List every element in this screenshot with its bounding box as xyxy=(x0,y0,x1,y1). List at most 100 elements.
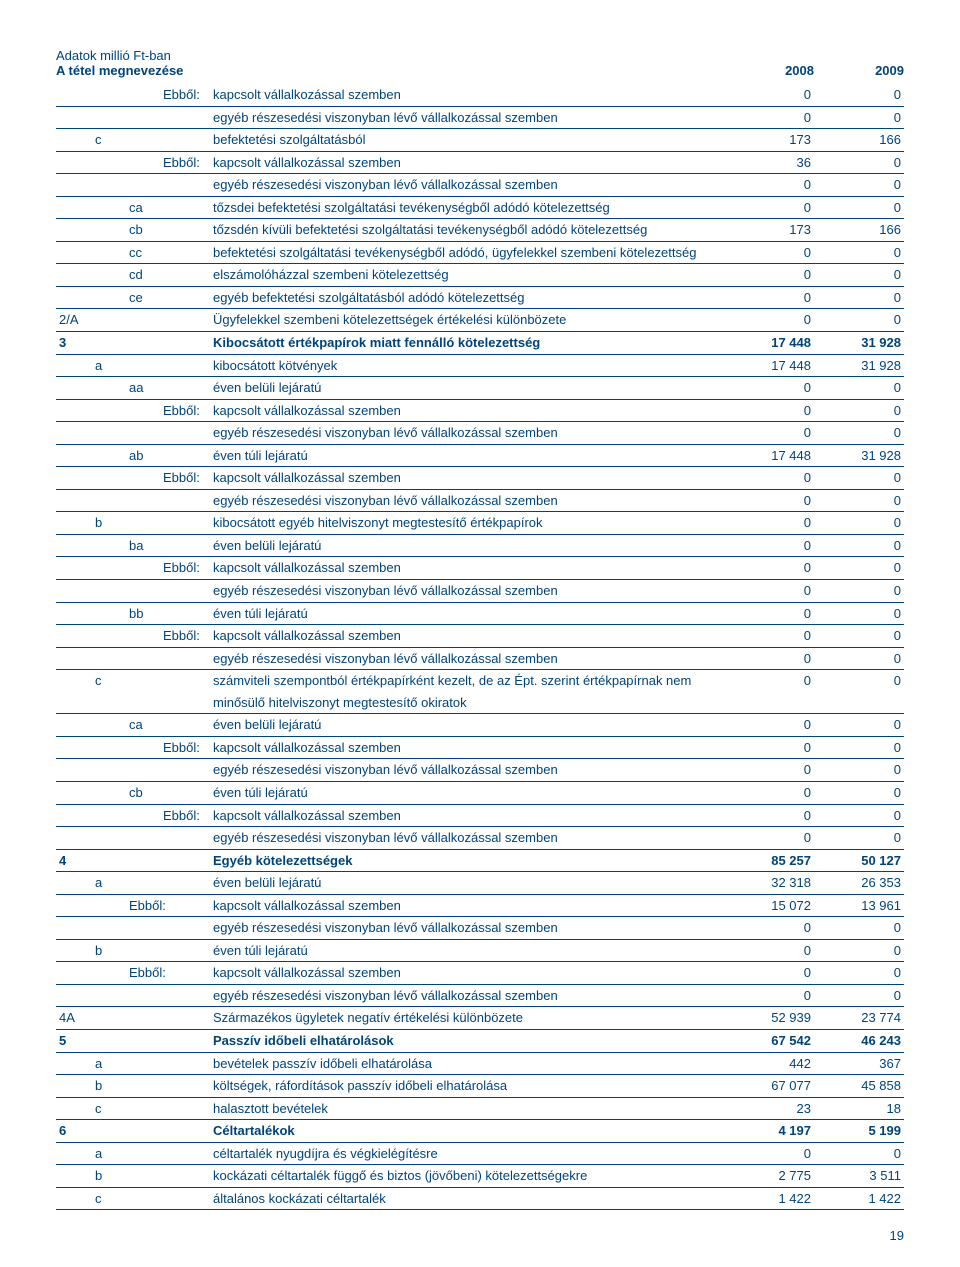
col-code-3 xyxy=(126,489,160,512)
col-code-3 xyxy=(126,827,160,850)
col-value-2009: 0 xyxy=(814,557,904,580)
table-row: egyéb részesedési viszonyban lévő vállal… xyxy=(56,984,904,1007)
col-code-1 xyxy=(56,286,92,309)
col-code-2: b xyxy=(92,1075,126,1098)
col-code-1: 3 xyxy=(56,332,92,355)
col-description: Egyéb kötelezettségek xyxy=(210,849,724,872)
col-code-1 xyxy=(56,174,92,197)
col-value-2009: 367 xyxy=(814,1052,904,1075)
col-code-1 xyxy=(56,827,92,850)
col-value-2008: 4 197 xyxy=(724,1120,814,1143)
col-value-2009 xyxy=(814,692,904,714)
col-value-2009: 0 xyxy=(814,670,904,692)
table-row: Ebből:kapcsolt vállalkozással szemben00 xyxy=(56,962,904,985)
col-code-1 xyxy=(56,962,92,985)
table-row: cbéven túli lejáratú00 xyxy=(56,781,904,804)
col-code-4 xyxy=(160,827,210,850)
col-description: befektetési szolgáltatási tevékenységből… xyxy=(210,241,724,264)
table-row: Ebből:kapcsolt vállalkozással szemben00 xyxy=(56,557,904,580)
col-code-4 xyxy=(160,422,210,445)
col-code-3 xyxy=(126,1075,160,1098)
col-code-4 xyxy=(160,1052,210,1075)
col-description: egyéb részesedési viszonyban lévő vállal… xyxy=(210,422,724,445)
col-code-3: ca xyxy=(126,196,160,219)
col-code-1 xyxy=(56,84,92,106)
header-year-2: 2009 xyxy=(814,63,904,78)
col-code-4 xyxy=(160,1075,210,1098)
col-code-4 xyxy=(160,309,210,332)
col-description: kapcsolt vállalkozással szemben xyxy=(210,557,724,580)
col-code-4 xyxy=(160,264,210,287)
col-code-3 xyxy=(126,580,160,603)
col-code-4: Ebből: xyxy=(160,151,210,174)
col-value-2008: 0 xyxy=(724,647,814,670)
table-row: 5Passzív időbeli elhatárolások67 54246 2… xyxy=(56,1029,904,1052)
col-value-2009: 166 xyxy=(814,219,904,242)
col-code-3 xyxy=(126,692,160,714)
col-code-2 xyxy=(92,219,126,242)
col-code-2: b xyxy=(92,1165,126,1188)
col-description: éven belüli lejáratú xyxy=(210,377,724,400)
header-subtitle: Adatok millió Ft-ban xyxy=(56,48,904,63)
col-value-2009: 0 xyxy=(814,512,904,535)
col-description: éven belüli lejáratú xyxy=(210,534,724,557)
col-code-2 xyxy=(92,241,126,264)
col-code-2: c xyxy=(92,670,126,692)
col-description: kapcsolt vállalkozással szemben xyxy=(210,804,724,827)
col-value-2008: 442 xyxy=(724,1052,814,1075)
col-code-2 xyxy=(92,264,126,287)
col-code-3: cb xyxy=(126,781,160,804)
col-code-4 xyxy=(160,781,210,804)
col-code-4 xyxy=(160,692,210,714)
col-code-1 xyxy=(56,219,92,242)
col-description: Kibocsátott értékpapírok miatt fennálló … xyxy=(210,332,724,355)
col-description: kapcsolt vállalkozással szemben xyxy=(210,736,724,759)
table-row: egyéb részesedési viszonyban lévő vállal… xyxy=(56,759,904,782)
col-code-3: Ebből: xyxy=(126,894,210,917)
table-row: aaéven belüli lejáratú00 xyxy=(56,377,904,400)
col-value-2009: 0 xyxy=(814,602,904,625)
col-code-4 xyxy=(160,377,210,400)
col-value-2009: 0 xyxy=(814,534,904,557)
col-value-2008: 0 xyxy=(724,759,814,782)
col-code-1 xyxy=(56,151,92,174)
col-code-4 xyxy=(160,129,210,152)
col-code-3: ca xyxy=(126,714,160,737)
col-value-2009: 31 928 xyxy=(814,332,904,355)
col-value-2009: 31 928 xyxy=(814,354,904,377)
col-value-2008: 0 xyxy=(724,670,814,692)
col-code-1 xyxy=(56,106,92,129)
col-code-4 xyxy=(160,1120,210,1143)
col-code-2 xyxy=(92,106,126,129)
col-value-2008: 36 xyxy=(724,151,814,174)
col-code-3 xyxy=(126,804,160,827)
col-value-2008: 17 448 xyxy=(724,444,814,467)
col-value-2009: 0 xyxy=(814,84,904,106)
col-code-1 xyxy=(56,354,92,377)
col-description: kockázati céltartalék függő és biztos (j… xyxy=(210,1165,724,1188)
col-value-2009: 0 xyxy=(814,781,904,804)
col-code-2 xyxy=(92,1007,126,1030)
col-description: éven túli lejáratú xyxy=(210,444,724,467)
table-row: cdelszámolóházzal szembeni kötelezettség… xyxy=(56,264,904,287)
col-code-1 xyxy=(56,264,92,287)
col-code-3 xyxy=(126,422,160,445)
col-code-2 xyxy=(92,602,126,625)
col-code-1 xyxy=(56,1187,92,1210)
col-code-4 xyxy=(160,219,210,242)
col-code-1 xyxy=(56,580,92,603)
col-value-2008 xyxy=(724,692,814,714)
col-description: egyéb részesedési viszonyban lévő vállal… xyxy=(210,489,724,512)
col-code-2 xyxy=(92,174,126,197)
col-code-3 xyxy=(126,1007,160,1030)
table-row: egyéb részesedési viszonyban lévő vállal… xyxy=(56,174,904,197)
table-row: ccbefektetési szolgáltatási tevékenységb… xyxy=(56,241,904,264)
col-value-2009: 0 xyxy=(814,736,904,759)
col-code-1 xyxy=(56,602,92,625)
col-code-2 xyxy=(92,804,126,827)
col-value-2008: 0 xyxy=(724,106,814,129)
col-value-2009: 0 xyxy=(814,196,904,219)
col-value-2008: 0 xyxy=(724,602,814,625)
table-row: 2/AÜgyfelekkel szembeni kötelezettségek … xyxy=(56,309,904,332)
col-value-2008: 0 xyxy=(724,534,814,557)
